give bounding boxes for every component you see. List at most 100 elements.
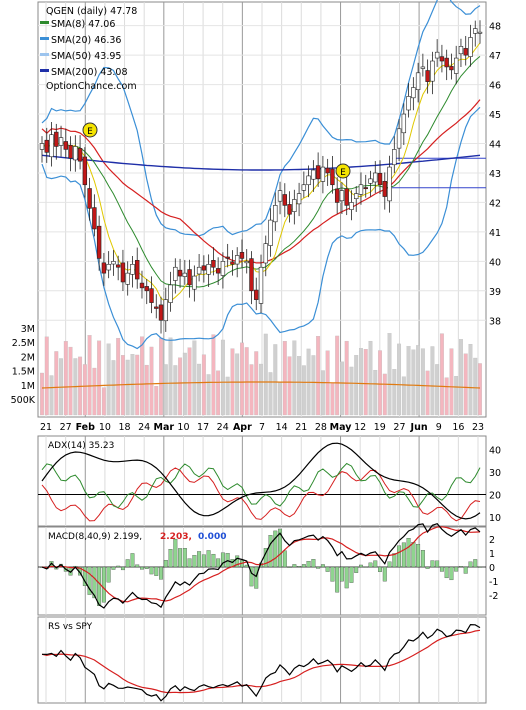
macd-histogram-bar (130, 553, 135, 568)
candle-body (382, 180, 387, 197)
candle-body (458, 45, 464, 55)
volume-tick-label: 2.5M (12, 338, 35, 349)
candle-body (473, 28, 478, 34)
macd-histogram-value: 0.000 (198, 532, 226, 542)
macd-histogram-bar (439, 566, 444, 572)
adx-line (41, 442, 481, 520)
macd-tick-label: -1 (489, 577, 498, 588)
candle-body (434, 51, 440, 59)
candle-body (387, 166, 392, 202)
x-tick-label: 7 (259, 422, 265, 433)
legend-swatch-sma50 (40, 53, 49, 56)
candle-body (77, 148, 83, 162)
candle-body (396, 128, 402, 149)
candle-body (201, 265, 207, 271)
volume-bar (439, 333, 444, 416)
volume-bar (140, 336, 144, 416)
macd-histogram-bar (411, 542, 416, 568)
volume-bar (125, 359, 130, 416)
candle-body (344, 188, 349, 206)
macd-signal-line (41, 526, 481, 603)
candle-body (125, 272, 130, 285)
macd-tick-label: 0 (489, 563, 495, 574)
candle-body (39, 143, 45, 150)
candle-body (54, 131, 59, 147)
macd-histogram-bar (278, 528, 282, 568)
candle-body (68, 144, 73, 159)
macd-signal-value: 2.203, (160, 532, 192, 542)
candle-body (111, 261, 116, 265)
candle-body (87, 188, 92, 209)
x-tick-label: 24 (138, 422, 150, 433)
x-tick-label: 19 (374, 422, 386, 433)
candle-body (234, 255, 240, 265)
rs-label: RS vs SPY (48, 622, 93, 632)
candle-body (144, 286, 149, 292)
legend-sma8: SMA(8) 47.06 (51, 19, 115, 30)
volume-bar (463, 353, 468, 416)
volume-bar (411, 349, 416, 416)
volume-bar (311, 355, 316, 416)
volume-bar (116, 337, 121, 416)
volume-bar (378, 350, 382, 416)
macd-histogram-bar (97, 566, 102, 606)
volume-bar (106, 343, 111, 416)
volume-bar (406, 346, 411, 416)
candle-body (392, 149, 397, 166)
volume-tick-label: 3M (21, 324, 35, 335)
macd-histogram-bar (187, 558, 192, 568)
macd-histogram-bar (192, 555, 197, 568)
candle-body (249, 258, 254, 292)
candle-body (444, 57, 449, 68)
x-tick-label: 10 (99, 422, 111, 433)
volume-bar (316, 336, 321, 416)
macd-histogram-bar (325, 566, 330, 572)
candle-body (330, 168, 335, 186)
macd-histogram-bar (87, 566, 92, 595)
volume-bar (297, 356, 302, 416)
volume-bar (344, 340, 349, 416)
volume-bar (40, 372, 44, 416)
volume-bar (87, 335, 92, 416)
x-tick-label: 18 (118, 422, 130, 433)
sma200-line (41, 154, 481, 171)
macd-histogram-bar (116, 565, 121, 568)
macd-histogram-bar (125, 559, 130, 568)
candle-body (49, 134, 54, 158)
candle-body (192, 275, 197, 290)
candle-body (211, 260, 216, 268)
volume-bar (478, 363, 482, 416)
bollinger-upper (41, 0, 481, 237)
x-tick-label: Jun (410, 422, 428, 433)
macd-histogram-bar (416, 544, 421, 568)
candle-body (163, 299, 168, 322)
macd-histogram-bar (392, 553, 397, 568)
candle-body (449, 66, 454, 71)
volume-bar (287, 356, 292, 416)
candle-body (282, 194, 288, 206)
macd-histogram-bar (163, 560, 168, 568)
macd-histogram-bar (330, 566, 335, 582)
macd-histogram-bar (306, 561, 311, 568)
volume-bar (425, 370, 430, 416)
macd-histogram-bar (382, 566, 387, 582)
candle-body (296, 193, 302, 205)
earnings-marker-label: E (87, 127, 93, 137)
volume-bar (144, 364, 149, 416)
volume-bar (454, 376, 459, 416)
watermark: OptionChance.com (46, 81, 137, 92)
legend-sma50: SMA(50) 43.95 (51, 51, 121, 62)
candle-body (401, 113, 407, 134)
candle-body (311, 169, 316, 180)
x-tick-label: Mar (154, 422, 175, 433)
volume-bar (359, 348, 363, 416)
macd-histogram-bar (344, 566, 349, 589)
candle-body (453, 57, 459, 74)
candle-body (101, 262, 107, 274)
volume-bar (244, 347, 249, 416)
macd-histogram-bar (178, 548, 183, 568)
macd-histogram-bar (216, 558, 221, 568)
x-tick-label: 12 (354, 422, 366, 433)
macd-histogram-bar (273, 530, 278, 568)
volume-tick-label: 2M (21, 352, 35, 363)
